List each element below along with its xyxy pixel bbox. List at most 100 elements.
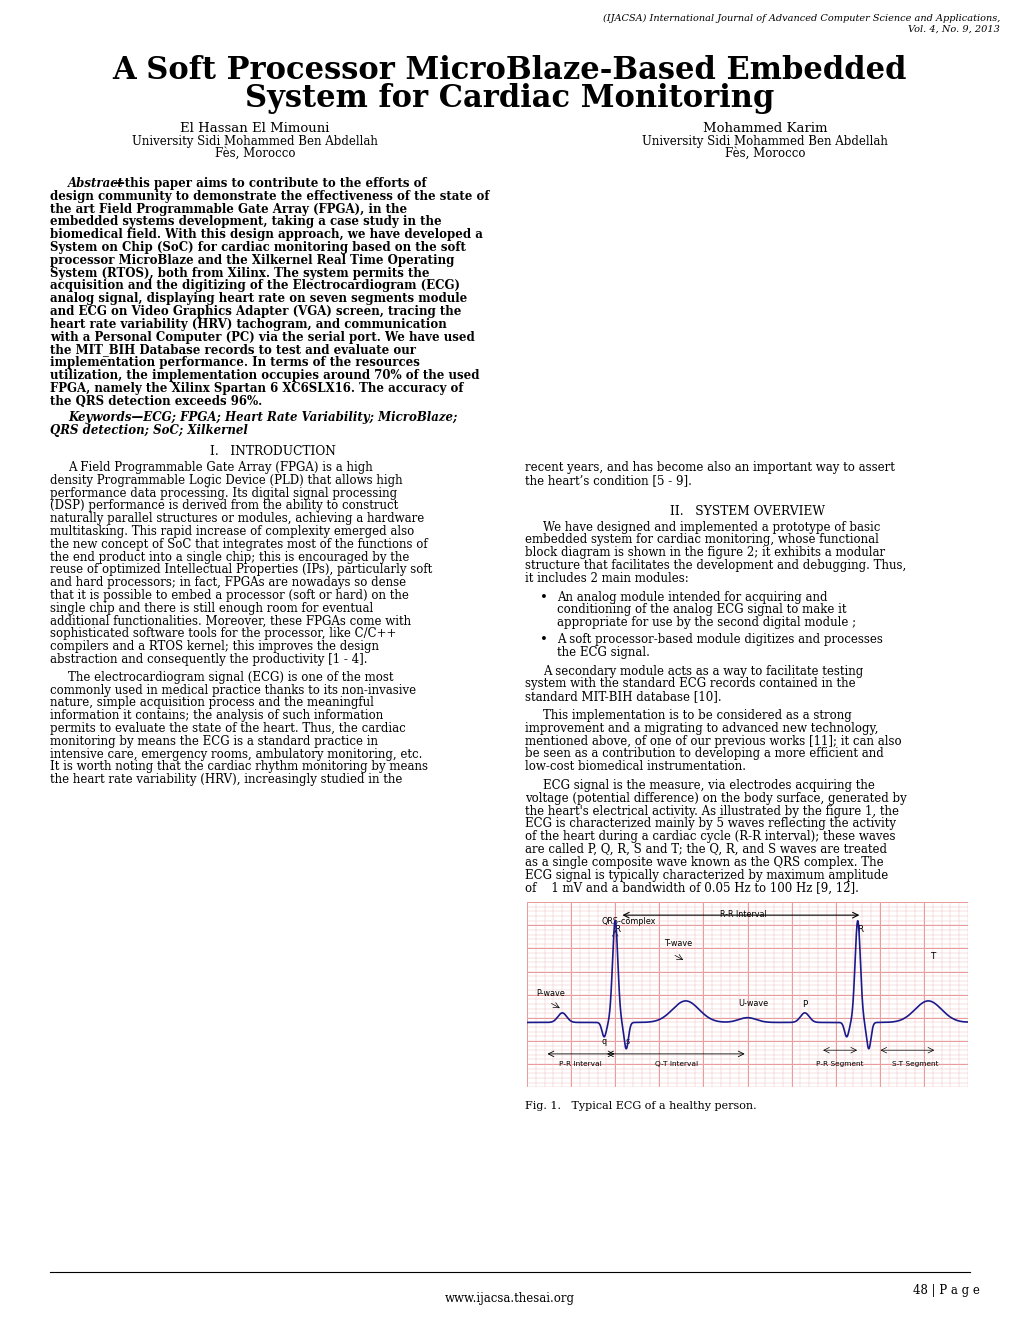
Text: (DSP) performance is derived from the ability to construct: (DSP) performance is derived from the ab… (50, 499, 397, 512)
Text: recent years, and has become also an important way to assert: recent years, and has become also an imp… (525, 461, 894, 474)
Text: System for Cardiac Monitoring: System for Cardiac Monitoring (246, 83, 773, 114)
Text: the art Field Programmable Gate Array (FPGA), in the: the art Field Programmable Gate Array (F… (50, 202, 407, 215)
Text: the MIT_BIH Database records to test and evaluate our: the MIT_BIH Database records to test and… (50, 343, 416, 356)
Text: Q-T Interval: Q-T Interval (655, 1061, 698, 1068)
Text: of    1 mV and a bandwidth of 0.05 Hz to 100 Hz [9, 12].: of 1 mV and a bandwidth of 0.05 Hz to 10… (525, 882, 858, 895)
Text: II.   SYSTEM OVERVIEW: II. SYSTEM OVERVIEW (669, 504, 824, 517)
Text: design community to demonstrate the effectiveness of the state of: design community to demonstrate the effe… (50, 190, 489, 203)
Text: A soft processor-based module digitizes and processes: A soft processor-based module digitizes … (556, 634, 882, 645)
Text: commonly used in medical practice thanks to its non-invasive: commonly used in medical practice thanks… (50, 684, 416, 697)
Text: sophisticated software tools for the processor, like C/C++: sophisticated software tools for the pro… (50, 627, 396, 640)
Text: permits to evaluate the state of the heart. Thus, the cardiac: permits to evaluate the state of the hea… (50, 722, 406, 735)
Text: intensive care, emergency rooms, ambulatory monitoring, etc.: intensive care, emergency rooms, ambulat… (50, 747, 422, 760)
Text: naturally parallel structures or modules, achieving a hardware: naturally parallel structures or modules… (50, 512, 424, 525)
Text: the QRS detection exceeds 96%.: the QRS detection exceeds 96%. (50, 395, 262, 408)
Text: P: P (801, 1001, 807, 1010)
Text: This implementation is to be considered as a strong: This implementation is to be considered … (542, 709, 851, 722)
Text: •: • (539, 634, 547, 645)
Text: are called P, Q, R, S and T; the Q, R, and S waves are treated: are called P, Q, R, S and T; the Q, R, a… (525, 843, 887, 855)
Text: the heart rate variability (HRV), increasingly studied in the: the heart rate variability (HRV), increa… (50, 774, 401, 787)
Text: System (RTOS), both from Xilinx. The system permits the: System (RTOS), both from Xilinx. The sys… (50, 267, 429, 280)
Text: P-R Segment: P-R Segment (815, 1061, 863, 1068)
Text: that it is possible to embed a processor (soft or hard) on the: that it is possible to embed a processor… (50, 589, 409, 602)
Text: the heart's electrical activity. As illustrated by the figure 1, the: the heart's electrical activity. As illu… (525, 805, 898, 817)
Text: ECG signal is typically characterized by maximum amplitude: ECG signal is typically characterized by… (525, 869, 888, 882)
Text: additional functionalities. Moreover, these FPGAs come with: additional functionalities. Moreover, th… (50, 615, 411, 627)
Text: P-wave: P-wave (535, 990, 565, 998)
Text: block diagram is shown in the figure 2; it exhibits a modular: block diagram is shown in the figure 2; … (525, 546, 884, 560)
Text: Fès, Morocco: Fès, Morocco (725, 147, 804, 160)
Text: system with the standard ECG records contained in the: system with the standard ECG records con… (525, 677, 855, 690)
Text: T: T (929, 953, 934, 961)
Text: mentioned above, of one of our previous works [11]; it can also: mentioned above, of one of our previous … (525, 735, 901, 747)
Text: Mohammed Karim: Mohammed Karim (702, 121, 826, 135)
Text: •: • (539, 590, 547, 603)
Text: R: R (856, 924, 862, 933)
Text: A Field Programmable Gate Array (FPGA) is a high: A Field Programmable Gate Array (FPGA) i… (68, 461, 372, 474)
Text: density Programmable Logic Device (PLD) that allows high: density Programmable Logic Device (PLD) … (50, 474, 403, 487)
Text: U-wave: U-wave (738, 999, 768, 1007)
Text: appropriate for use by the second digital module ;: appropriate for use by the second digita… (556, 616, 855, 630)
Text: the heart’s condition [5 - 9].: the heart’s condition [5 - 9]. (525, 474, 691, 487)
Text: processor MicroBlaze and the Xilkernel Real Time Operating: processor MicroBlaze and the Xilkernel R… (50, 253, 453, 267)
Text: it includes 2 main modules:: it includes 2 main modules: (525, 572, 688, 585)
Text: the end product into a single chip; this is encouraged by the: the end product into a single chip; this… (50, 550, 409, 564)
Text: multitasking. This rapid increase of complexity emerged also: multitasking. This rapid increase of com… (50, 525, 414, 539)
Text: ECG is characterized mainly by 5 waves reflecting the activity: ECG is characterized mainly by 5 waves r… (525, 817, 895, 830)
Text: (IJACSA) International Journal of Advanced Computer Science and Applications,: (IJACSA) International Journal of Advanc… (602, 15, 999, 24)
Text: The electrocardiogram signal (ECG) is one of the most: The electrocardiogram signal (ECG) is on… (68, 671, 393, 684)
Text: FPGA, namely the Xilinx Spartan 6 XC6SLX16. The accuracy of: FPGA, namely the Xilinx Spartan 6 XC6SLX… (50, 381, 463, 395)
Text: and ECG on Video Graphics Adapter (VGA) screen, tracing the: and ECG on Video Graphics Adapter (VGA) … (50, 305, 461, 318)
Text: biomedical field. With this design approach, we have developed a: biomedical field. With this design appro… (50, 228, 482, 242)
Text: Fès, Morocco: Fès, Morocco (215, 147, 294, 160)
Text: and hard processors; in fact, FPGAs are nowadays so dense: and hard processors; in fact, FPGAs are … (50, 577, 406, 589)
Text: conditioning of the analog ECG signal to make it: conditioning of the analog ECG signal to… (556, 603, 846, 616)
Text: acquisition and the digitizing of the Electrocardiogram (ECG): acquisition and the digitizing of the El… (50, 280, 460, 293)
Text: P-R Interval: P-R Interval (558, 1061, 601, 1068)
Text: the ECG signal.: the ECG signal. (556, 645, 649, 659)
Text: embedded systems development, taking a case study in the: embedded systems development, taking a c… (50, 215, 441, 228)
Text: El Hassan El Mimouni: El Hassan El Mimouni (180, 121, 329, 135)
Text: nature, simple acquisition process and the meaningful: nature, simple acquisition process and t… (50, 697, 374, 709)
Text: information it contains; the analysis of such information: information it contains; the analysis of… (50, 709, 383, 722)
Text: q: q (601, 1038, 606, 1047)
Text: A Soft Processor MicroBlaze-Based Embedded: A Soft Processor MicroBlaze-Based Embedd… (113, 55, 906, 86)
Text: improvement and a migrating to advanced new technology,: improvement and a migrating to advanced … (525, 722, 877, 735)
Text: be seen as a contribution to developing a more efficient and: be seen as a contribution to developing … (525, 747, 882, 760)
Text: embedded system for cardiac monitoring, whose functional: embedded system for cardiac monitoring, … (525, 533, 878, 546)
Text: QRS-complex: QRS-complex (601, 917, 655, 927)
Text: analog signal, displaying heart rate on seven segments module: analog signal, displaying heart rate on … (50, 292, 467, 305)
Text: Fig. 1.   Typical ECG of a healthy person.: Fig. 1. Typical ECG of a healthy person. (525, 1101, 756, 1111)
Text: performance data processing. Its digital signal processing: performance data processing. Its digital… (50, 487, 396, 499)
Text: System on Chip (SoC) for cardiac monitoring based on the soft: System on Chip (SoC) for cardiac monitor… (50, 242, 466, 253)
Text: I.   INTRODUCTION: I. INTRODUCTION (209, 445, 335, 458)
Text: heart rate variability (HRV) tachogram, and communication: heart rate variability (HRV) tachogram, … (50, 318, 446, 331)
Text: monitoring by means the ECG is a standard practice in: monitoring by means the ECG is a standar… (50, 735, 378, 748)
Text: Keywords—ECG; FPGA; Heart Rate Variability; MicroBlaze;: Keywords—ECG; FPGA; Heart Rate Variabili… (68, 412, 457, 425)
Text: ECG signal is the measure, via electrodes acquiring the: ECG signal is the measure, via electrode… (542, 779, 874, 792)
Text: S-T Segment: S-T Segment (891, 1061, 937, 1068)
Text: utilization, the implementation occupies around 70% of the used: utilization, the implementation occupies… (50, 370, 479, 381)
Text: It is worth noting that the cardiac rhythm monitoring by means: It is worth noting that the cardiac rhyt… (50, 760, 428, 774)
Text: s: s (625, 1038, 629, 1047)
Text: R: R (613, 924, 620, 933)
Text: the new concept of SoC that integrates most of the functions of: the new concept of SoC that integrates m… (50, 537, 427, 550)
Text: 48 | P a g e: 48 | P a g e (912, 1284, 979, 1298)
Text: with a Personal Computer (PC) via the serial port. We have used: with a Personal Computer (PC) via the se… (50, 330, 474, 343)
Text: Vol. 4, No. 9, 2013: Vol. 4, No. 9, 2013 (907, 25, 999, 34)
Text: —this paper aims to contribute to the efforts of: —this paper aims to contribute to the ef… (113, 177, 426, 190)
Text: structure that facilitates the development and debugging. Thus,: structure that facilitates the developme… (525, 558, 905, 572)
Text: of the heart during a cardiac cycle (R-R interval); these waves: of the heart during a cardiac cycle (R-R… (525, 830, 895, 843)
Text: as a single composite wave known as the QRS complex. The: as a single composite wave known as the … (525, 855, 882, 869)
Text: QRS detection; SoC; Xilkernel: QRS detection; SoC; Xilkernel (50, 424, 248, 437)
Text: implementation performance. In terms of the resources: implementation performance. In terms of … (50, 356, 420, 370)
Text: An analog module intended for acquiring and: An analog module intended for acquiring … (556, 590, 826, 603)
Text: compilers and a RTOS kernel; this improves the design: compilers and a RTOS kernel; this improv… (50, 640, 379, 653)
Text: A secondary module acts as a way to facilitate testing: A secondary module acts as a way to faci… (542, 664, 862, 677)
Text: T-wave: T-wave (663, 940, 691, 949)
Text: Abstract: Abstract (68, 177, 123, 190)
Text: standard MIT-BIH database [10].: standard MIT-BIH database [10]. (525, 690, 720, 704)
Text: University Sidi Mohammed Ben Abdellah: University Sidi Mohammed Ben Abdellah (641, 135, 888, 148)
Text: www.ijacsa.thesai.org: www.ijacsa.thesai.org (444, 1292, 575, 1305)
Text: University Sidi Mohammed Ben Abdellah: University Sidi Mohammed Ben Abdellah (131, 135, 378, 148)
